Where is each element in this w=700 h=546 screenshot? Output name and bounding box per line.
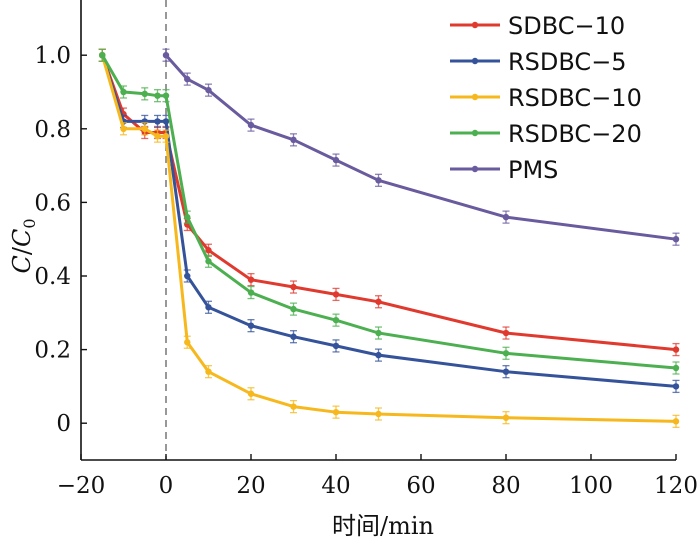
axes: −20 0 20 40 60 80 100 120 0 0.2 0.4 0.6 0.8 1.0	[34, 0, 698, 499]
series-3	[98, 48, 680, 375]
legend-marker	[471, 93, 479, 101]
y-axis-label-numerator: C	[8, 255, 36, 273]
data-point	[184, 213, 191, 221]
data-point	[502, 329, 510, 337]
legend-label: SDBC−10	[508, 12, 625, 40]
data-point	[141, 90, 148, 98]
data-point	[502, 414, 510, 421]
data-point	[290, 305, 297, 313]
data-point	[290, 403, 297, 410]
legend-marker	[471, 129, 479, 137]
plot-area	[98, 0, 680, 460]
data-point	[375, 329, 382, 337]
data-point	[375, 177, 382, 184]
data-point	[154, 92, 161, 99]
data-point	[332, 156, 340, 164]
x-tick-label: 80	[491, 473, 520, 499]
data-point	[247, 390, 255, 397]
x-tick-label: 20	[236, 473, 265, 499]
legend-item-1: RSDBC−5	[450, 48, 627, 76]
series-2	[98, 48, 680, 429]
data-point	[247, 121, 255, 129]
data-point	[205, 258, 212, 265]
x-tick-label: −20	[57, 473, 106, 499]
legend-item-0: SDBC−10	[450, 12, 625, 40]
legend-marker	[471, 165, 479, 173]
data-point	[162, 132, 170, 140]
data-point	[672, 346, 680, 353]
y-axis-label-denominator: C	[8, 229, 36, 247]
data-point	[162, 118, 170, 125]
data-point	[247, 289, 255, 296]
y-tick-label: 0.2	[34, 338, 71, 364]
y-axis-label: C/C0	[8, 218, 39, 273]
x-tick-label: 120	[654, 473, 698, 499]
data-point	[332, 316, 340, 324]
data-point	[120, 88, 127, 96]
data-point	[502, 213, 510, 221]
x-tick-label: 0	[159, 473, 174, 499]
x-tick-label: 40	[321, 473, 350, 499]
data-point	[672, 418, 680, 425]
data-point	[332, 342, 340, 350]
x-tick-label: 60	[406, 473, 435, 499]
data-point	[141, 125, 148, 132]
data-point	[120, 125, 127, 132]
legend-item-2: RSDBC−10	[450, 84, 642, 112]
legend-item-3: RSDBC−20	[450, 120, 642, 148]
data-point	[502, 350, 510, 357]
legend-label: RSDBC−20	[508, 120, 642, 148]
data-point	[205, 86, 212, 94]
data-point	[184, 339, 191, 346]
data-point	[375, 410, 382, 418]
y-tick-label: 0	[56, 411, 71, 437]
y-axis-label-separator: /	[8, 246, 36, 255]
legend-item-4: PMS	[450, 156, 558, 184]
legend-marker	[471, 57, 479, 65]
x-tick-label: 100	[569, 473, 613, 499]
legend: SDBC−10 RSDBC−5 RSDBC−10 RSDBC−20 PMS	[450, 12, 642, 184]
legend-marker	[471, 21, 479, 29]
series-4	[162, 48, 680, 246]
data-point	[672, 236, 680, 243]
data-point	[247, 322, 255, 329]
legend-label: RSDBC−5	[508, 48, 627, 76]
data-point	[205, 304, 212, 311]
data-point	[205, 368, 212, 375]
data-point	[332, 408, 340, 416]
data-point	[375, 351, 382, 359]
data-point	[205, 247, 212, 254]
y-tick-label: 0.4	[34, 264, 71, 290]
data-point	[375, 298, 382, 305]
data-point	[290, 136, 297, 144]
legend-label: PMS	[508, 156, 558, 184]
data-point	[154, 132, 161, 140]
data-point	[99, 52, 106, 59]
data-point	[154, 118, 161, 125]
y-tick-label: 1.0	[34, 43, 71, 69]
data-point	[184, 272, 191, 280]
y-axis-label-subscript: 0	[20, 218, 39, 228]
data-point	[184, 75, 191, 83]
data-point	[247, 276, 255, 283]
y-tick-label: 0.8	[34, 117, 71, 143]
y-tick-label: 0.6	[34, 190, 71, 216]
data-point	[332, 291, 340, 298]
legend-label: RSDBC−10	[508, 84, 642, 112]
x-axis-label: 时间/min	[332, 512, 434, 540]
data-point	[290, 333, 297, 340]
data-point	[162, 92, 170, 99]
data-point	[290, 283, 297, 291]
data-point	[162, 52, 170, 59]
series-1	[98, 48, 680, 394]
data-point	[502, 368, 510, 375]
data-point	[672, 383, 680, 390]
data-point	[672, 364, 680, 372]
